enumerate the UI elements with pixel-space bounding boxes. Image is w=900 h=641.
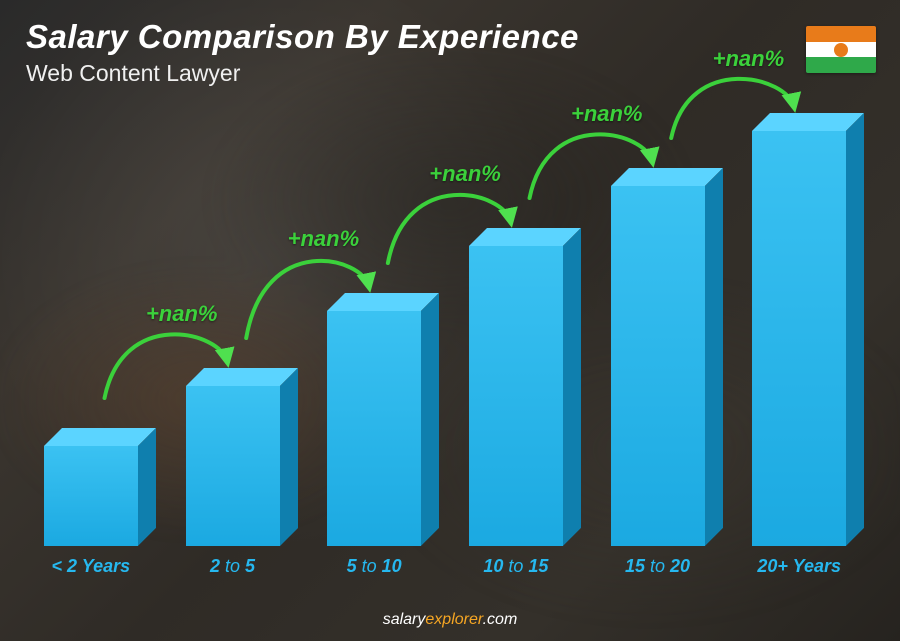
footer-left: salary xyxy=(383,611,426,628)
bar-4: 0 XOF15 to 20 xyxy=(597,186,719,577)
chart-stage: Salary Comparison By Experience Web Cont… xyxy=(0,0,900,641)
delta-label-2: +nan% xyxy=(288,226,360,252)
title-sub: Web Content Lawyer xyxy=(26,60,579,87)
footer-attribution: salaryexplorer.com xyxy=(0,611,900,629)
footer-mid: explorer xyxy=(425,611,482,628)
bar-category-0: < 2 Years xyxy=(52,556,131,577)
flag-niger xyxy=(806,26,876,73)
bar-3: 0 XOF10 to 15 xyxy=(455,246,577,577)
flag-stripe-bottom xyxy=(806,57,876,73)
bar-category-2: 5 to 10 xyxy=(347,556,402,577)
bar-5: 0 XOF20+ Years xyxy=(738,131,860,577)
bar-0: 0 XOF< 2 Years xyxy=(30,446,152,577)
bar-category-4: 15 to 20 xyxy=(625,556,690,577)
title-main: Salary Comparison By Experience xyxy=(26,18,579,56)
bar-2: 0 XOF5 to 10 xyxy=(313,311,435,577)
delta-label-4: +nan% xyxy=(571,101,643,127)
flag-stripe-top xyxy=(806,26,876,42)
bar-1: 0 XOF2 to 5 xyxy=(172,386,294,577)
delta-label-1: +nan% xyxy=(146,301,218,327)
title-block: Salary Comparison By Experience Web Cont… xyxy=(26,18,579,87)
bar-category-3: 10 to 15 xyxy=(483,556,548,577)
delta-label-5: +nan% xyxy=(713,46,785,72)
footer-right: .com xyxy=(483,611,518,628)
flag-disc xyxy=(834,43,848,57)
bar-category-5: 20+ Years xyxy=(757,556,841,577)
delta-label-3: +nan% xyxy=(429,161,501,187)
bar-category-1: 2 to 5 xyxy=(210,556,255,577)
